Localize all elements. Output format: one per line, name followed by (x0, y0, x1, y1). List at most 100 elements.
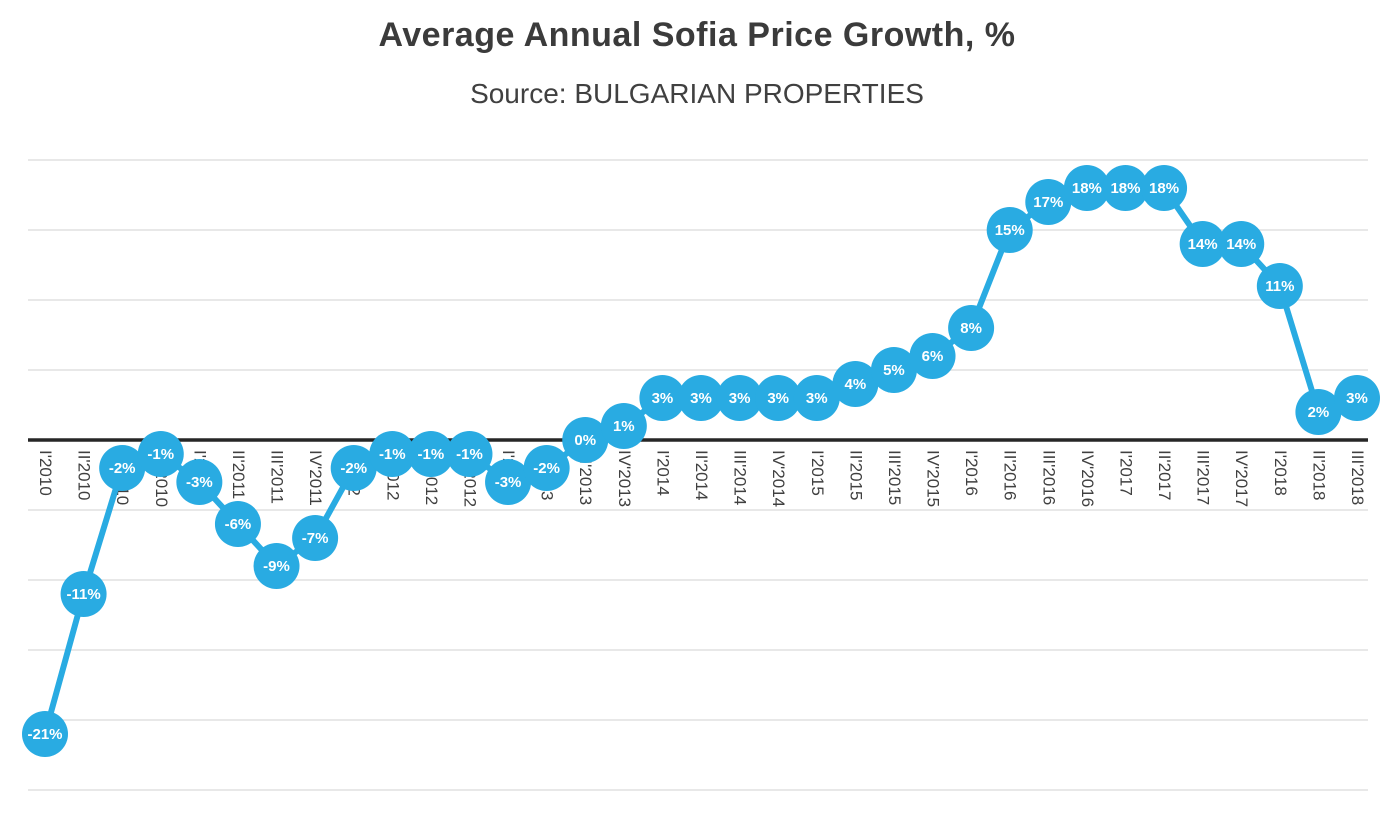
x-axis-label: IV'2015 (924, 450, 943, 507)
data-point-marker (1025, 179, 1072, 225)
data-label: 14% (1226, 236, 1256, 253)
data-point-marker (909, 333, 956, 379)
x-axis-label: III'2017 (1194, 450, 1213, 505)
x-axis-label: II'2017 (1155, 450, 1174, 501)
chart-subtitle: Source: BULGARIAN PROPERTIES (470, 78, 924, 109)
chart-title: Average Annual Sofia Price Growth, % (378, 16, 1016, 54)
data-point-marker (1218, 221, 1265, 267)
data-point-marker (562, 417, 609, 463)
data-label: -1% (418, 446, 445, 463)
x-axis-label: IV'2011 (306, 450, 325, 506)
data-label: 4% (845, 376, 867, 393)
data-point-marker (716, 375, 763, 421)
data-point-marker (523, 445, 570, 491)
data-point-marker (639, 375, 686, 421)
data-label: 2% (1308, 404, 1330, 421)
data-label: -6% (225, 516, 252, 533)
data-label: -1% (456, 446, 483, 463)
data-label: 18% (1072, 180, 1102, 197)
data-point-marker (678, 375, 724, 421)
data-label: 14% (1188, 236, 1218, 253)
data-point-marker (214, 501, 261, 547)
x-axis-label: III'2018 (1348, 450, 1367, 505)
data-label: -9% (263, 558, 290, 575)
data-label: -7% (302, 530, 329, 547)
x-axis-label: I'2018 (1271, 450, 1290, 496)
data-label: -21% (27, 726, 62, 743)
x-axis-label: I'2014 (653, 450, 672, 496)
data-label: 3% (767, 390, 789, 407)
data-label: -3% (186, 474, 213, 491)
data-label: 0% (574, 432, 596, 449)
data-point-marker (832, 361, 879, 407)
data-label: -2% (109, 460, 136, 477)
x-axis-label: III'2016 (1039, 450, 1058, 505)
data-label: -2% (533, 460, 560, 477)
x-axis-label: I'2010 (36, 450, 55, 496)
x-axis-label: II'2011 (229, 450, 248, 499)
data-point-marker (99, 445, 146, 491)
data-point-marker (1063, 165, 1110, 211)
data-point-marker (1256, 263, 1303, 309)
data-point-marker (1141, 165, 1188, 211)
x-axis-label: II'2016 (1001, 450, 1020, 501)
data-label: -11% (66, 586, 100, 603)
data-point-marker (369, 431, 416, 477)
x-axis-label: I'2016 (962, 450, 981, 496)
data-label: -1% (379, 446, 406, 463)
data-point-marker (176, 459, 223, 505)
x-axis-label: II'2018 (1309, 450, 1328, 501)
data-point-marker (1295, 389, 1342, 435)
data-point-marker (485, 459, 532, 505)
data-label: 18% (1149, 180, 1179, 197)
data-point-marker (22, 711, 68, 757)
data-point-marker (948, 305, 995, 351)
x-axis-label: I'2017 (1116, 450, 1135, 496)
x-axis-label: II'2015 (846, 450, 865, 501)
x-axis-label: II'2014 (692, 450, 711, 501)
data-label: 1% (613, 418, 635, 435)
data-point-marker (793, 375, 840, 421)
x-axis-label: IV'2014 (769, 450, 788, 507)
x-axis-label: I'2015 (808, 450, 827, 496)
data-point-marker (446, 431, 493, 477)
data-label: 3% (729, 390, 751, 407)
x-axis-label: III'2015 (885, 450, 904, 505)
data-point-marker (292, 515, 339, 561)
x-axis-label: IV'2017 (1232, 450, 1251, 507)
data-label: 6% (922, 348, 944, 365)
data-label: 5% (883, 362, 905, 379)
data-label: -2% (340, 460, 367, 477)
data-point-marker (407, 431, 454, 477)
data-label: 17% (1033, 194, 1063, 211)
data-point-marker (60, 571, 107, 617)
data-label: 11% (1265, 278, 1294, 295)
data-label: 3% (690, 390, 712, 407)
x-axis-label: III'2013 (576, 450, 595, 505)
data-label: 3% (1346, 390, 1368, 407)
x-axis-label: II'2010 (75, 450, 94, 501)
data-point-marker (1179, 221, 1226, 267)
data-label: 15% (995, 222, 1025, 239)
data-label: -1% (147, 446, 174, 463)
data-point-marker (1334, 375, 1380, 421)
data-point-marker (600, 403, 647, 449)
x-axis-label: III'2011 (268, 450, 287, 504)
data-point-marker (253, 543, 300, 589)
data-point-marker (986, 207, 1033, 253)
data-point-marker (137, 431, 184, 477)
x-axis-label: III'2014 (731, 450, 750, 505)
data-label: 18% (1110, 180, 1140, 197)
data-point-marker (755, 375, 802, 421)
data-label: -3% (495, 474, 522, 491)
data-point-marker (870, 347, 917, 393)
data-label: 3% (806, 390, 828, 407)
data-point-marker (330, 445, 377, 491)
x-axis-label: IV'2016 (1078, 450, 1097, 507)
data-point-marker (1102, 165, 1149, 211)
data-label: 8% (960, 320, 982, 337)
x-axis-label: IV'2013 (615, 450, 634, 507)
data-label: 3% (652, 390, 674, 407)
